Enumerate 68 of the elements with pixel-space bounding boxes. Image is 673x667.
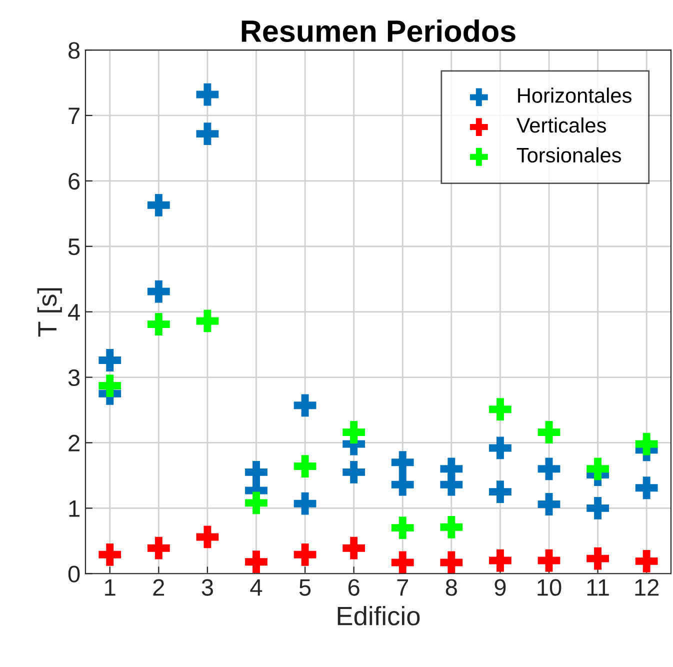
point (538, 421, 560, 444)
x-tick-label: 2 (153, 579, 164, 596)
point (635, 476, 658, 500)
point (342, 460, 366, 484)
point (342, 536, 366, 560)
y-tick-label: 2 (68, 434, 80, 452)
point (294, 394, 316, 417)
legend-label: Horizontales (518, 88, 632, 103)
point (391, 451, 414, 474)
point (489, 549, 512, 572)
point (147, 536, 170, 560)
x-axis-title: Edificio (338, 606, 420, 626)
point (196, 310, 219, 332)
point (635, 550, 658, 572)
x-tick-label: 8 (446, 579, 457, 596)
point (440, 551, 463, 574)
point (489, 480, 512, 504)
x-tick-label: 7 (397, 579, 408, 596)
y-tick-label: 7 (68, 108, 80, 124)
chart-title: Resumen Periodos (242, 20, 516, 42)
point (391, 516, 414, 540)
point (342, 421, 366, 444)
point (635, 432, 658, 456)
point (147, 313, 170, 336)
y-tick-label: 1 (69, 500, 80, 517)
point (586, 547, 609, 570)
legend-label: Torsionales (516, 147, 622, 163)
point (98, 374, 122, 397)
point (586, 458, 609, 480)
x-tick-label: 1 (105, 579, 116, 596)
point (294, 455, 316, 478)
point (391, 551, 414, 574)
point (538, 493, 560, 516)
point (147, 280, 170, 303)
point (440, 473, 463, 496)
point (294, 492, 316, 515)
point (196, 83, 219, 106)
y-tick-label: 0 (68, 566, 80, 582)
point (98, 349, 122, 372)
point (245, 492, 268, 514)
x-tick-label: 5 (299, 579, 311, 596)
x-tick-label: 10 (538, 579, 562, 596)
point (440, 516, 463, 538)
point (391, 473, 414, 496)
point (538, 458, 560, 480)
point (245, 550, 268, 574)
y-tick-label: 5 (68, 238, 80, 256)
point (586, 496, 609, 520)
y-tick-label: 6 (68, 172, 80, 190)
x-tick-label: 4 (250, 579, 262, 596)
y-axis-title: T [s] (37, 288, 62, 337)
y-tick-label: 4 (68, 304, 80, 320)
point (147, 194, 170, 216)
point (98, 543, 122, 566)
y-tick-label: 3 (68, 369, 80, 386)
point (489, 398, 512, 421)
x-tick-label: 6 (348, 579, 360, 596)
point (489, 436, 512, 460)
x-tick-label: 12 (635, 579, 659, 596)
legend-label: Verticales (516, 117, 606, 133)
point (196, 122, 219, 145)
point (196, 526, 219, 548)
y-tick-label: 8 (68, 42, 80, 59)
x-tick-label: 3 (202, 579, 213, 596)
point (294, 543, 316, 566)
x-tick-label: 11 (587, 579, 609, 596)
x-tick-label: 9 (494, 579, 506, 596)
point (538, 549, 560, 572)
